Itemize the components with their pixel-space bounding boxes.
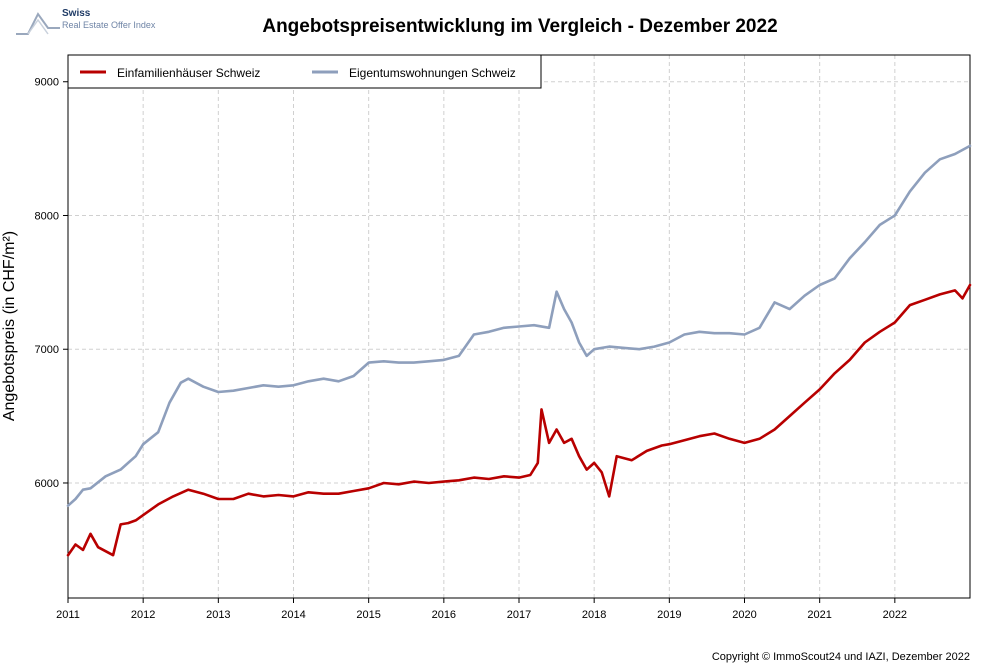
x-tick-label: 2021 (807, 609, 831, 621)
legend-box (67, 54, 542, 89)
series-line-eigentumswohnungen (66, 144, 972, 508)
x-tick-label: 2022 (883, 609, 907, 621)
x-tick-label: 2012 (131, 609, 155, 621)
logo: Swiss Real Estate Offer Index (14, 6, 164, 46)
x-tick-label: 2019 (657, 609, 681, 621)
legend-label: Einfamilienhäuser Schweiz (117, 66, 260, 80)
legend-label: Eigentumswohnungen Schweiz (349, 66, 516, 80)
y-tick-label: 6000 (35, 478, 59, 490)
legend: Einfamilienhäuser Schweiz Eigentumswohnun… (67, 54, 542, 89)
axes: 2011 2012 2013 2014 2015 2016 2017 2018 2019 2020… (35, 77, 908, 621)
x-tick-label: 2018 (582, 609, 606, 621)
x-tick-label: 2013 (206, 609, 230, 621)
y-tick-label: 8000 (35, 210, 59, 222)
logo-roof-icon (16, 12, 60, 35)
copyright-text: Copyright © ImmoScout24 und IAZI, Dezemb… (711, 651, 970, 663)
logo-name: Swiss (62, 8, 91, 19)
x-tick-label: 2011 (56, 609, 80, 621)
y-tick-label: 9000 (35, 77, 59, 89)
x-tick-label: 2017 (507, 609, 531, 621)
x-tick-label: 2014 (281, 609, 305, 621)
x-tick-label: 2020 (732, 609, 756, 621)
logo-subtitle: Real Estate Offer Index (62, 20, 156, 30)
x-tick-label: 2016 (432, 609, 456, 621)
series-lines (66, 144, 972, 557)
y-tick-label: 7000 (35, 344, 59, 356)
x-tick-label: 2015 (356, 609, 380, 621)
chart-title: Angebotspreisentwicklung im Vergleich - … (262, 16, 778, 37)
y-axis-label: Angebotspreis (in CHF/m²) (1, 231, 18, 421)
series-line-einfamilienhaeuser (66, 283, 972, 557)
